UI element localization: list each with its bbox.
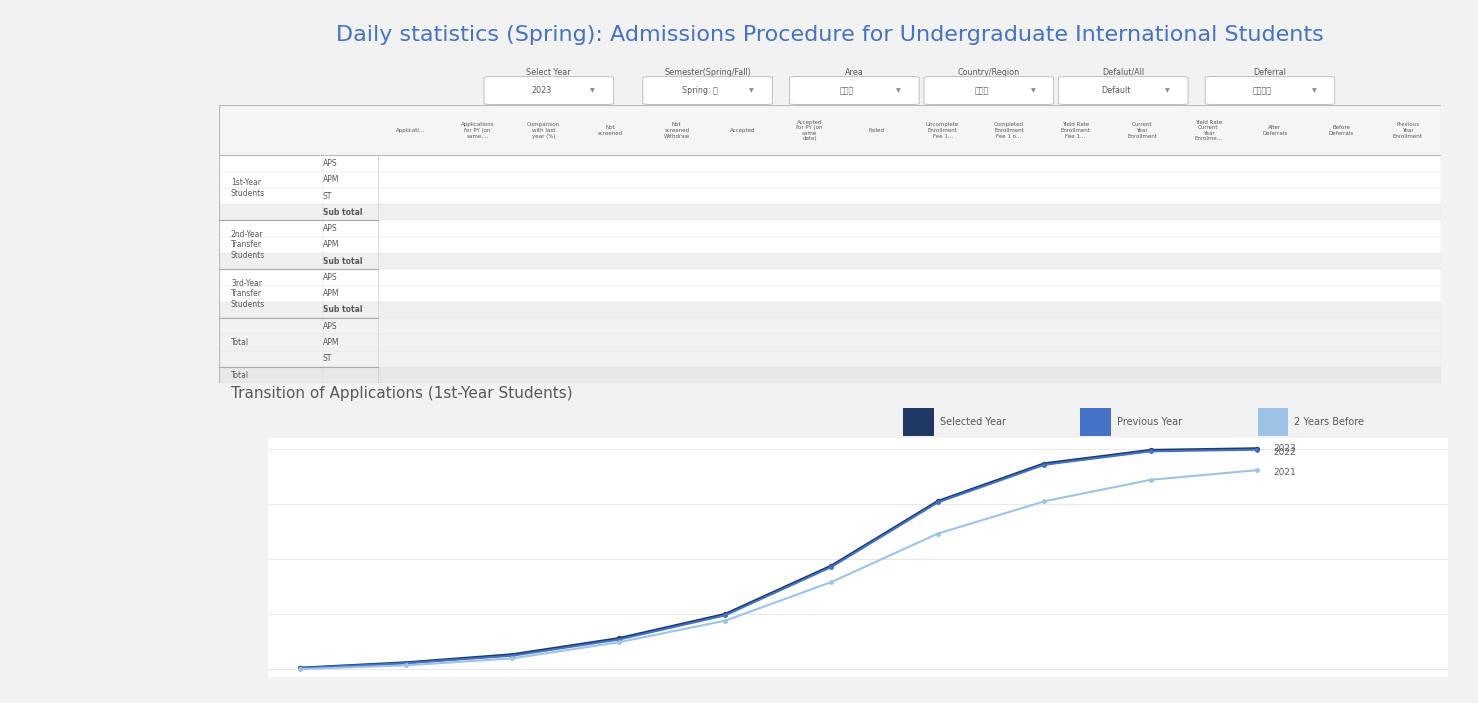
Text: Failed: Failed <box>868 128 884 133</box>
Text: Spring: 春: Spring: 春 <box>683 86 718 95</box>
FancyBboxPatch shape <box>789 77 919 105</box>
Text: 3rd-Year
Transfer
Students: 3rd-Year Transfer Students <box>231 279 265 309</box>
FancyBboxPatch shape <box>1205 77 1335 105</box>
Text: 2022: 2022 <box>1273 448 1296 457</box>
FancyBboxPatch shape <box>219 269 1441 285</box>
Text: Selected Year: Selected Year <box>940 418 1007 427</box>
FancyBboxPatch shape <box>219 351 1441 367</box>
FancyBboxPatch shape <box>219 155 1441 172</box>
Text: Accepted
for PY (on
same
date): Accepted for PY (on same date) <box>797 120 823 141</box>
Text: Sub total: Sub total <box>322 208 362 217</box>
FancyBboxPatch shape <box>1080 408 1111 437</box>
Text: Total: Total <box>231 338 250 347</box>
Text: Accepted: Accepted <box>730 128 755 133</box>
Text: Applicati...: Applicati... <box>396 128 426 133</box>
Text: Previous
Year
Enrollment: Previous Year Enrollment <box>1392 122 1423 138</box>
Text: Sub total: Sub total <box>322 257 362 266</box>
FancyBboxPatch shape <box>219 318 1441 335</box>
Text: Applications
for PY (on
same....: Applications for PY (on same.... <box>461 122 494 138</box>
Text: すべて: すべて <box>840 86 854 95</box>
Text: APS: APS <box>322 322 337 330</box>
Text: Comparison
with last
year (%): Comparison with last year (%) <box>528 122 560 138</box>
Text: Daily statistics (Spring): Admissions Procedure for Undergraduate International : Daily statistics (Spring): Admissions Pr… <box>336 25 1324 44</box>
Text: ▼: ▼ <box>749 88 754 93</box>
Text: ▼: ▼ <box>591 88 596 93</box>
FancyBboxPatch shape <box>219 335 1441 351</box>
FancyBboxPatch shape <box>219 367 1441 383</box>
FancyBboxPatch shape <box>219 253 1441 269</box>
Text: Sub total: Sub total <box>322 305 362 314</box>
Text: ST: ST <box>322 192 333 200</box>
Text: Defalut/All: Defalut/All <box>1103 67 1144 77</box>
FancyBboxPatch shape <box>643 77 773 105</box>
Text: Current
Year
Enrollment: Current Year Enrollment <box>1128 122 1157 138</box>
Text: 期間の選: 期間の選 <box>1253 86 1273 95</box>
Text: Yield Rate
Enrollment
Fee 1...: Yield Rate Enrollment Fee 1... <box>1061 122 1091 138</box>
Text: APS: APS <box>322 159 337 168</box>
Text: ▼: ▼ <box>896 88 900 93</box>
Text: Not
screened
Withdraw: Not screened Withdraw <box>664 122 690 138</box>
Text: APM: APM <box>322 240 338 250</box>
Text: Select Year: Select Year <box>526 67 571 77</box>
Text: APS: APS <box>322 273 337 282</box>
Text: 1st-Year
Students: 1st-Year Students <box>231 179 265 198</box>
Text: Before
Deferrals: Before Deferrals <box>1329 125 1354 136</box>
Text: ▼: ▼ <box>1030 88 1035 93</box>
Text: Transition of Applications (1st-Year Students): Transition of Applications (1st-Year Stu… <box>231 386 572 401</box>
Text: ST: ST <box>322 354 333 363</box>
Text: APS: APS <box>322 224 337 233</box>
Text: Total: Total <box>231 370 250 380</box>
FancyBboxPatch shape <box>219 188 1441 205</box>
FancyBboxPatch shape <box>219 221 1441 237</box>
FancyBboxPatch shape <box>219 237 1441 253</box>
Text: 2023: 2023 <box>1273 444 1296 453</box>
Text: Previous Year: Previous Year <box>1117 418 1182 427</box>
Text: After
Deferrals: After Deferrals <box>1262 125 1287 136</box>
Text: Default: Default <box>1101 86 1131 95</box>
FancyBboxPatch shape <box>903 408 934 437</box>
FancyBboxPatch shape <box>924 77 1054 105</box>
FancyBboxPatch shape <box>483 77 613 105</box>
Text: Semester(Spring/Fall): Semester(Spring/Fall) <box>664 67 751 77</box>
Text: Not
screened: Not screened <box>597 125 622 136</box>
FancyBboxPatch shape <box>219 302 1441 318</box>
FancyBboxPatch shape <box>219 285 1441 302</box>
Text: Deferral: Deferral <box>1253 67 1286 77</box>
Text: ▼: ▼ <box>1165 88 1169 93</box>
Text: 2023: 2023 <box>531 86 551 95</box>
Text: Country/Region: Country/Region <box>958 67 1020 77</box>
Text: Area: Area <box>845 67 863 77</box>
Text: 2021: 2021 <box>1273 468 1296 477</box>
Text: Uncomplete
Enrollment
Fee 1...: Uncomplete Enrollment Fee 1... <box>925 122 959 138</box>
FancyBboxPatch shape <box>219 172 1441 188</box>
Text: 2nd-Year
Transfer
Students: 2nd-Year Transfer Students <box>231 230 265 260</box>
FancyBboxPatch shape <box>1258 408 1289 437</box>
Text: APM: APM <box>322 289 338 298</box>
FancyBboxPatch shape <box>1058 77 1188 105</box>
Text: 2 Years Before: 2 Years Before <box>1295 418 1364 427</box>
Text: Yield Rate
Current
Year
Enrolme...: Yield Rate Current Year Enrolme... <box>1194 120 1222 141</box>
Text: Completed
Enrollment
Fee 1 o...: Completed Enrollment Fee 1 o... <box>995 122 1024 138</box>
Text: すべて: すべて <box>974 86 989 95</box>
Text: APM: APM <box>322 175 338 184</box>
FancyBboxPatch shape <box>219 105 1441 155</box>
Text: ▼: ▼ <box>1311 88 1317 93</box>
FancyBboxPatch shape <box>219 205 1441 221</box>
Text: APM: APM <box>322 338 338 347</box>
